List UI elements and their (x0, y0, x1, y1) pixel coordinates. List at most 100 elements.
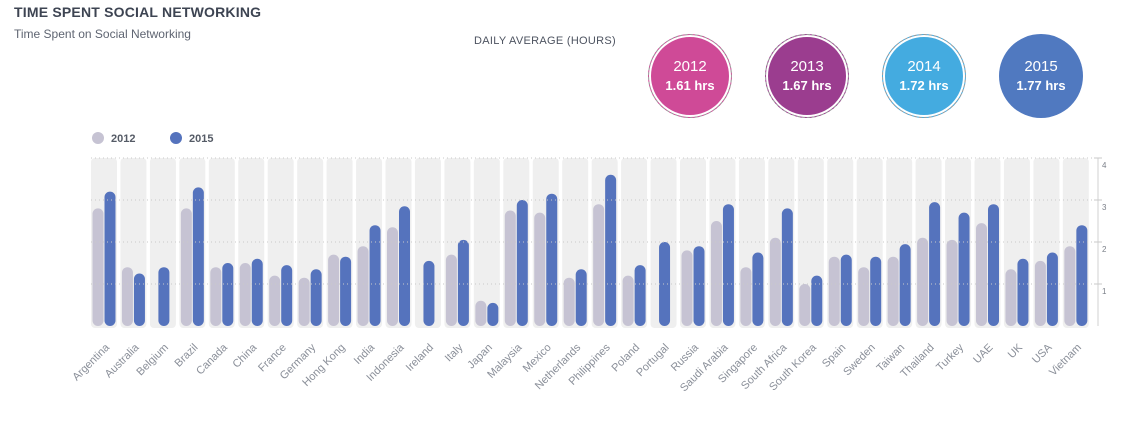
bar-2012 (828, 256, 840, 326)
y-tick-label: 2 (1102, 245, 1107, 254)
bar-2015 (423, 260, 435, 326)
bar-2015 (870, 256, 882, 326)
average-bubble-2015: 2015 1.77 hrs (999, 34, 1083, 118)
bar-2015 (158, 267, 170, 326)
bar-2015 (457, 239, 469, 326)
category-label: India (352, 341, 378, 367)
bar-2015 (133, 273, 145, 326)
bar-2015 (693, 246, 705, 326)
y-tick-label: 1 (1102, 287, 1107, 296)
bar-2012 (445, 254, 457, 326)
bar-2015 (104, 191, 116, 326)
bar-2015 (958, 212, 970, 326)
bar-2015 (487, 302, 499, 326)
page-subtitle: Time Spent on Social Networking (14, 27, 191, 41)
bar-2012 (858, 267, 870, 326)
bar-2015 (546, 193, 558, 326)
bar-2015 (605, 174, 617, 326)
average-value-2014: 1.72 hrs (899, 78, 949, 93)
bar-2015 (840, 254, 852, 326)
category-label: Sweden (841, 342, 878, 379)
bar-2012 (681, 250, 693, 326)
bar-2012 (769, 237, 781, 326)
bar-2012 (210, 267, 222, 326)
category-label: UAE (971, 342, 995, 366)
bar-2015 (222, 263, 234, 326)
legend-marker-2012 (92, 132, 104, 144)
bar-2012 (121, 267, 133, 326)
column-track (473, 158, 500, 328)
bar-2015 (369, 225, 381, 326)
bar-2012 (180, 208, 192, 326)
bar-2012 (504, 210, 516, 326)
bar-2012 (534, 212, 546, 326)
bar-2015 (929, 202, 941, 326)
category-label: Belgium (134, 342, 171, 379)
legend-marker-2015 (170, 132, 182, 144)
bar-2015 (899, 244, 911, 326)
bar-2015 (752, 252, 764, 326)
category-label: Ireland (404, 342, 436, 374)
bar-2012 (887, 256, 899, 326)
category-label: Turkey (934, 341, 966, 373)
y-tick-label: 4 (1102, 161, 1107, 170)
bar-2012 (298, 277, 310, 326)
bar-2015 (1076, 225, 1088, 326)
bar-2015 (1046, 252, 1058, 326)
bar-2012 (593, 204, 605, 326)
bar-2012 (357, 246, 369, 326)
bar-2012 (710, 221, 722, 326)
bar-2012 (917, 237, 929, 326)
bar-2012 (1005, 269, 1017, 326)
bar-2015 (310, 269, 322, 326)
bar-2015 (516, 200, 528, 326)
bar-2015 (192, 187, 204, 326)
legend-label-2015: 2015 (189, 133, 213, 145)
bar-2012 (799, 284, 811, 326)
bar-2015 (399, 206, 410, 326)
category-label: USA (1030, 341, 1055, 366)
legend-label-2012: 2012 (111, 133, 135, 145)
bar-2015 (251, 258, 263, 326)
category-label: Vietnam (1047, 342, 1084, 379)
average-value-2015: 1.77 hrs (1016, 78, 1066, 93)
daily-average-label: DAILY AVERAGE (HOURS) (474, 35, 617, 47)
bar-2012 (475, 300, 487, 326)
bar-2012 (1064, 246, 1076, 326)
bar-2012 (92, 208, 104, 326)
bar-2015 (281, 265, 293, 326)
average-bubble-2012: 2012 1.61 hrs (648, 34, 732, 118)
bar-2012 (622, 275, 634, 326)
average-bubble-2013: 2013 1.67 hrs (765, 34, 849, 118)
page-title: TIME SPENT SOCIAL NETWORKING (14, 4, 262, 20)
bar-2012 (976, 223, 987, 326)
average-year-2012: 2012 (673, 58, 707, 75)
bar-2012 (1034, 260, 1046, 326)
bar-2012 (239, 263, 251, 326)
bar-2015 (575, 269, 587, 326)
average-year-2014: 2014 (907, 58, 941, 75)
bar-2012 (946, 239, 958, 326)
category-label: UK (1006, 341, 1026, 361)
bar-2015 (634, 265, 646, 326)
bar-2015 (659, 242, 671, 326)
category-label: Canada (194, 341, 230, 377)
bar-2015 (722, 204, 734, 326)
average-value-2013: 1.67 hrs (782, 78, 832, 93)
y-tick-label: 3 (1102, 203, 1107, 212)
category-label: Argentina (70, 341, 112, 383)
category-label: Brazil (173, 342, 201, 370)
bar-2015 (811, 275, 823, 326)
average-bubble-2014: 2014 1.72 hrs (882, 34, 966, 118)
bar-2012 (563, 277, 575, 326)
category-label: Italy (443, 341, 466, 364)
bar-2012 (269, 275, 281, 326)
bar-2012 (328, 254, 340, 326)
bar-2015 (340, 256, 352, 326)
category-label: Portugal (634, 342, 671, 379)
bar-2015 (1017, 258, 1029, 326)
average-value-2012: 1.61 hrs (665, 78, 715, 93)
bar-2012 (387, 227, 398, 326)
bar-2015 (988, 204, 999, 326)
